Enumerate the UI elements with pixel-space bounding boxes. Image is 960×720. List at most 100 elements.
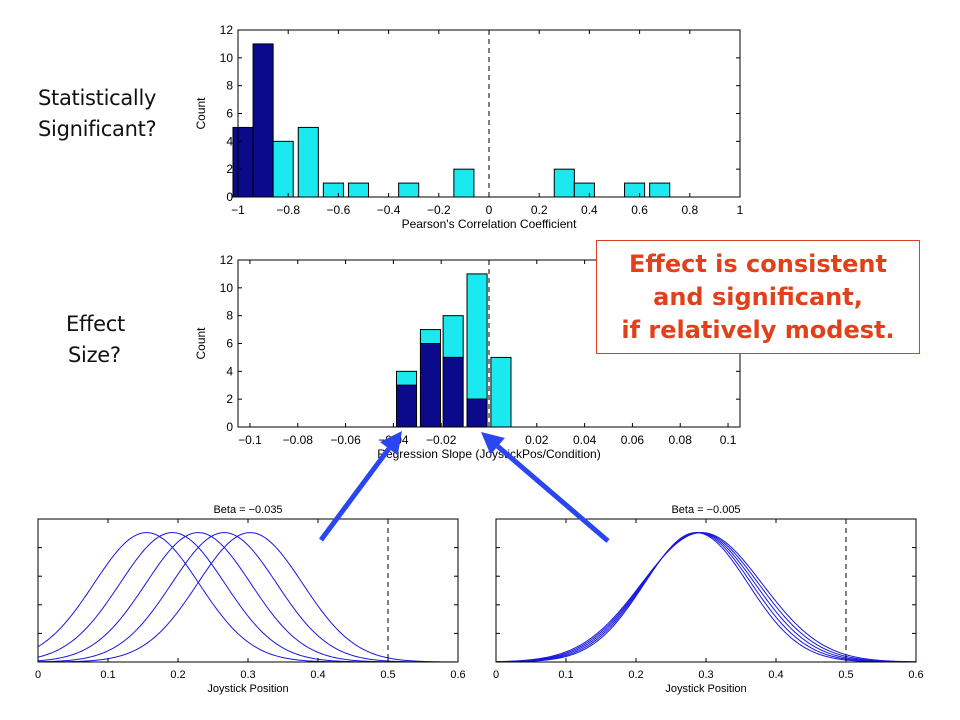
beta-035-plot-title: Beta = −0.035 <box>213 504 282 516</box>
correlation-histogram-xtick-label-2: −0.6 <box>327 203 351 217</box>
beta-035-plot-xtick-label-1: 0.1 <box>100 669 115 681</box>
beta-035-plot-xtick-label-6: 0.6 <box>450 669 465 681</box>
callout-line-1: Effect is consistent <box>629 250 887 278</box>
beta-005-plot-xtick-label-1: 0.1 <box>558 669 573 681</box>
effect-size-label-line-2: Size? <box>68 343 121 367</box>
effect-size-label: Effect Size? <box>66 309 125 371</box>
significance-label-line-2: Significant? <box>38 117 157 141</box>
correlation-histogram-xtick-label-4: −0.2 <box>427 203 451 217</box>
correlation-histogram-ytick-label-4: 8 <box>226 79 233 93</box>
correlation-histogram-bar-light-5 <box>347 182 370 198</box>
beta-035-plot-xtick-label-5: 0.5 <box>380 669 395 681</box>
slope-histogram-bar-dark-1 <box>419 343 441 428</box>
correlation-histogram-bar-light-11 <box>649 182 671 198</box>
correlation-histogram-ytick-label-6: 12 <box>220 23 234 37</box>
correlation-histogram-ytick-label-0: 0 <box>226 190 233 204</box>
beta-005-plot-xtick-label-0: 0 <box>493 669 499 681</box>
correlation-histogram-xtick-label-10: 1 <box>737 203 744 217</box>
correlation-histogram-xtick-label-9: 0.8 <box>681 203 698 217</box>
beta-035-plot-axes-frame <box>37 518 459 663</box>
slope-histogram-xtick-label-8: 0.06 <box>621 433 645 447</box>
beta-005-plot-curve-0 <box>495 532 916 663</box>
beta-035-plot-xlabel: Joystick Position <box>207 683 288 695</box>
correlation-histogram-xlabel: Pearson's Correlation Coefficient <box>402 217 577 231</box>
correlation-histogram-bar-light-10 <box>624 182 646 198</box>
arrow-to-right-bars-head <box>481 432 505 455</box>
slope-histogram-xlabel: Regression Slope (JoystickPos/Condition) <box>377 447 600 461</box>
correlation-histogram-ytick-label-5: 10 <box>220 51 234 65</box>
callout-line-2: and significant, <box>653 283 863 311</box>
significance-label-line-1: Statistically <box>38 86 157 110</box>
slope-histogram-ytick-label-1: 2 <box>226 392 233 406</box>
correlation-histogram-xtick-label-3: −0.4 <box>377 203 401 217</box>
slope-histogram-bar-dark-0 <box>395 384 418 428</box>
slope-histogram-ytick-label-2: 4 <box>226 364 233 378</box>
beta-035-plot-xtick-label-0: 0 <box>35 669 41 681</box>
effect-size-label-line-1: Effect <box>66 312 125 336</box>
correlation-histogram-xtick-label-5: 0 <box>486 203 493 217</box>
correlation-histogram-xtick-label-7: 0.4 <box>581 203 598 217</box>
slope-histogram-xtick-label-7: 0.04 <box>573 433 597 447</box>
slope-histogram-ytick-label-4: 8 <box>226 309 233 323</box>
slope-histogram-bar-light-2 <box>442 315 464 358</box>
callout-line-3: if relatively modest. <box>621 316 895 344</box>
correlation-histogram-bar-light-6 <box>398 182 420 198</box>
correlation-histogram-bar-dark-0 <box>232 126 254 198</box>
correlation-histogram-bar-light-3 <box>297 126 319 198</box>
arrow-to-left-bars-shaft <box>318 447 391 542</box>
beta-005-plot-curve-2 <box>495 532 917 663</box>
correlation-histogram-bar-light-8 <box>553 168 575 198</box>
arrow-to-left-bars <box>318 431 402 542</box>
beta-005-plot-xtick-label-4: 0.4 <box>768 669 783 681</box>
correlation-histogram-bar-light-4 <box>322 182 344 198</box>
correlation-histogram-bar-light-9 <box>573 182 595 198</box>
slope-histogram-ytick-label-3: 6 <box>226 337 233 351</box>
slope-histogram-ytick-label-0: 0 <box>226 420 233 434</box>
slope-histogram-bar-light-4 <box>490 356 512 428</box>
beta-035-plot-curve-0 <box>37 532 458 663</box>
slope-histogram-ytick-label-6: 12 <box>220 253 234 267</box>
beta-005-plot-axes-frame <box>495 518 917 663</box>
slope-histogram-bar-light-0 <box>395 370 418 386</box>
beta-005-plot-xtick-label-3: 0.3 <box>698 669 713 681</box>
slope-histogram-bar-dark-2 <box>442 356 464 428</box>
beta-035-plot-xtick-label-4: 0.4 <box>310 669 325 681</box>
correlation-histogram-bar-light-7 <box>453 168 475 198</box>
beta-005-plot-curve-4 <box>495 532 917 663</box>
correlation-histogram-xtick-label-1: −0.8 <box>276 203 300 217</box>
correlation-histogram-ylabel: Count <box>194 97 208 130</box>
beta-005-plot-curve-1 <box>495 532 916 663</box>
correlation-histogram-xtick-label-6: 0.2 <box>531 203 548 217</box>
callout-box: Effect is consistent and significant, if… <box>596 240 920 354</box>
slope-histogram-xtick-label-1: −0.08 <box>283 433 314 447</box>
slope-histogram-xtick-label-9: 0.08 <box>669 433 693 447</box>
beta-005-plot-xtick-label-2: 0.2 <box>628 669 643 681</box>
correlation-histogram-ytick-label-3: 6 <box>226 107 233 121</box>
correlation-histogram-bar-light-2 <box>272 140 294 198</box>
significance-label: Statistically Significant? <box>38 83 157 145</box>
correlation-histogram-bar-dark-1 <box>252 43 274 198</box>
correlation-histogram-xtick-label-8: 0.6 <box>631 203 648 217</box>
beta-035-plot-xtick-label-2: 0.2 <box>170 669 185 681</box>
beta-005-plot-title: Beta = −0.005 <box>671 504 740 516</box>
slope-histogram-ytick-label-5: 10 <box>220 281 234 295</box>
arrow-to-right-bars <box>481 432 610 543</box>
beta-035-plot-xtick-label-3: 0.3 <box>240 669 255 681</box>
slope-histogram-bar-dark-3 <box>466 398 488 428</box>
slope-histogram-ylabel: Count <box>194 327 208 360</box>
beta-005-plot-xlabel: Joystick Position <box>665 683 746 695</box>
correlation-histogram-xtick-label-0: −1 <box>231 203 245 217</box>
beta-005-plot-curve-3 <box>495 532 917 663</box>
slope-histogram-xtick-label-2: −0.06 <box>330 433 361 447</box>
beta-005-plot-xtick-label-6: 0.6 <box>908 669 923 681</box>
slope-histogram-bar-light-3 <box>466 273 488 400</box>
slope-histogram-xtick-label-4: −0.02 <box>426 433 457 447</box>
correlation-histogram-ytick-label-1: 2 <box>226 162 233 176</box>
arrow-to-left-bars-head <box>380 431 402 456</box>
correlation-histogram-ytick-label-2: 4 <box>226 134 233 148</box>
slope-histogram-xtick-label-10: 0.1 <box>720 433 737 447</box>
slope-histogram-xtick-label-6: 0.02 <box>525 433 549 447</box>
beta-005-plot-xtick-label-5: 0.5 <box>838 669 853 681</box>
arrow-to-right-bars-shaft <box>496 444 610 543</box>
